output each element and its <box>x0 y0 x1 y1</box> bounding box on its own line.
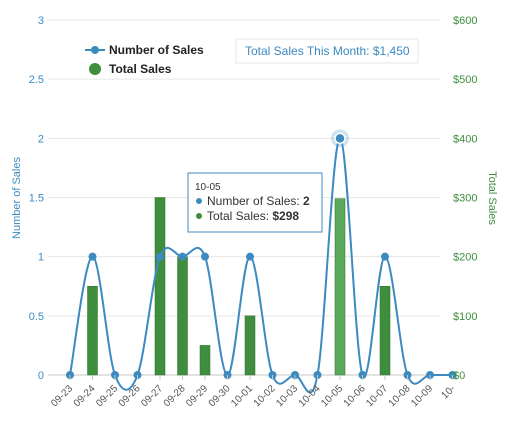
total-sales-bar <box>199 345 211 376</box>
y-left-tick-label: 3 <box>38 15 44 27</box>
y-right-tick-label: $300 <box>453 193 477 205</box>
number-of-sales-point <box>334 132 346 145</box>
legend-marker-icon <box>91 46 99 54</box>
tooltip-count-dot-icon <box>196 198 202 204</box>
y-left-tick-label: 1 <box>38 252 44 264</box>
x-tick-label: 09-25 <box>94 383 120 409</box>
summary-text: Total Sales This Month: $1,450 <box>245 44 410 58</box>
y-right-tick-label: $200 <box>453 252 477 264</box>
total-sales-bar <box>87 286 98 376</box>
y-left-tick-label: 2.5 <box>29 74 44 86</box>
x-tick-label: 10-04 <box>297 383 323 409</box>
y-right-tick-label: $100 <box>453 311 477 323</box>
x-tick-label: 09-24 <box>72 383 98 409</box>
summary-box: Total Sales This Month: $1,450 <box>235 38 419 64</box>
x-tick-label: 09-28 <box>162 383 188 409</box>
x-tick-label: 09-23 <box>49 383 75 409</box>
x-tick-label: 10-03 <box>274 383 300 409</box>
x-tick-label: 10-02 <box>252 383 278 409</box>
tooltip-count: Number of Sales: 2 <box>207 194 310 208</box>
x-tick-label: 10- <box>440 383 458 401</box>
total-sales-bar <box>379 286 391 376</box>
total-sales-bar <box>177 256 188 376</box>
tooltip-total-dot-icon <box>196 213 202 219</box>
legend-item-total-sales[interactable]: Total Sales <box>89 62 172 76</box>
x-tick-label: 09-30 <box>207 383 233 409</box>
y-left-tick-label: 0 <box>38 370 44 382</box>
total-sales-bar <box>154 197 166 376</box>
y-left-tick-label: 2 <box>38 133 44 145</box>
total-sales-bar <box>244 315 256 376</box>
x-tick-label: 10-09 <box>409 383 435 409</box>
legend: Number of Sales Total Sales <box>85 43 204 76</box>
number-of-sales-point <box>246 252 254 261</box>
tooltip-date: 10-05 <box>195 182 221 193</box>
legend-label-number-of-sales: Number of Sales <box>109 43 204 57</box>
number-of-sales-point <box>88 252 97 261</box>
legend-item-number-of-sales[interactable]: Number of Sales <box>85 43 204 57</box>
tooltip-total: Total Sales: $298 <box>207 209 299 223</box>
number-of-sales-point <box>201 252 209 261</box>
legend-label-total-sales: Total Sales <box>109 62 172 76</box>
x-tick-label: 10-01 <box>229 383 255 409</box>
y-right-tick-label: $600 <box>453 15 477 27</box>
grid-lines <box>48 19 440 376</box>
y-right-axis-title: Total Sales <box>486 171 498 225</box>
y-left-tick-label: 1.5 <box>29 193 44 205</box>
tooltip: 10-05 Number of Sales: 2 Total Sales: $2… <box>187 172 323 233</box>
legend-dot-icon <box>89 63 101 75</box>
y-right-tick-label: $400 <box>453 133 477 145</box>
x-tick-label: 10-06 <box>342 383 368 409</box>
x-tick-label: 10-08 <box>387 383 413 409</box>
y-right-tick-label: $500 <box>453 74 477 86</box>
x-tick-label: 10-07 <box>364 383 390 409</box>
number-of-sales-line <box>66 129 457 394</box>
total-sales-bar <box>334 198 346 376</box>
number-of-sales-point <box>156 252 164 261</box>
y-left-tick-label: 0.5 <box>29 311 44 323</box>
x-tick-label: 09-27 <box>139 383 165 409</box>
y-right-tick-label: $0 <box>453 370 465 382</box>
x-tick-label: 09-29 <box>184 383 210 409</box>
x-tick-label: 10-05 <box>319 383 345 409</box>
number-of-sales-point <box>381 252 389 261</box>
number-of-sales-point <box>178 252 187 261</box>
y-left-axis-title: Number of Sales <box>11 157 23 239</box>
